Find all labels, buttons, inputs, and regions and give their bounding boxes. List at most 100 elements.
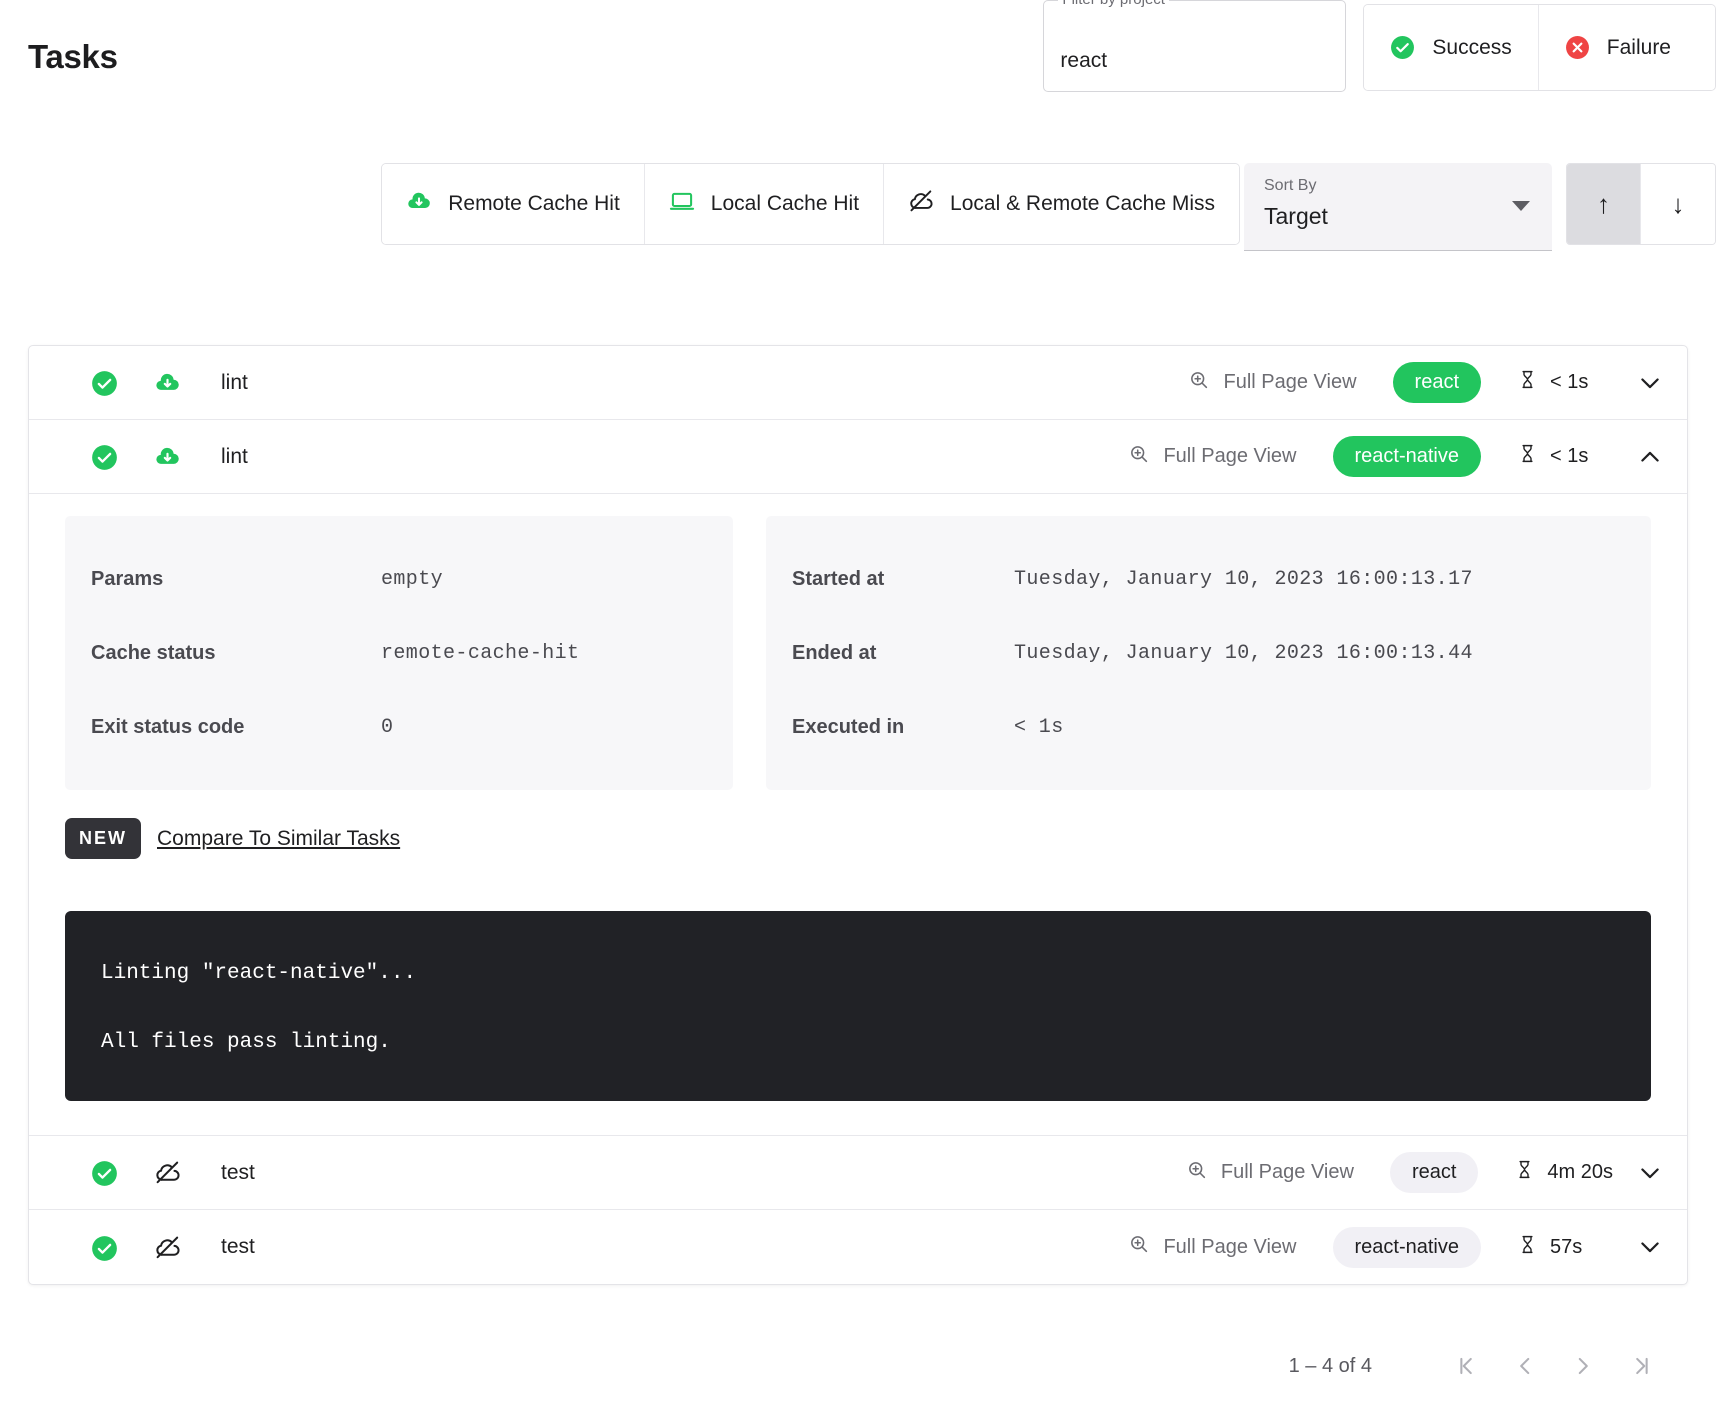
success-filter-label: Success — [1432, 35, 1512, 59]
local-remote-cache-miss-button[interactable]: Local & Remote Cache Miss — [884, 164, 1239, 244]
task-duration: 57s — [1517, 1234, 1613, 1261]
filter-by-project-label: Filter by project — [1058, 0, 1169, 8]
filter-by-project-input[interactable] — [1060, 49, 1321, 73]
task-duration: < 1s — [1517, 443, 1613, 470]
check-circle-icon — [91, 1160, 117, 1186]
row-actions: Full Page View react 4m 20s — [1186, 1152, 1687, 1193]
full-page-view-link[interactable]: Full Page View — [1186, 1159, 1354, 1187]
detail-row-exit-status-code: Exit status code 0 — [91, 690, 707, 764]
page-title: Tasks — [28, 38, 118, 75]
chevron-down-icon[interactable] — [1512, 201, 1530, 211]
full-page-view-link[interactable]: Full Page View — [1128, 443, 1297, 471]
task-terminal-output: Linting "react-native"... All files pass… — [65, 911, 1651, 1101]
tasks-list-card: lint Full Page View react < 1s — [28, 345, 1688, 1285]
check-circle-icon — [91, 370, 117, 396]
header-controls: Filter by project Success Failure — [1043, 0, 1716, 92]
table-row[interactable]: lint Full Page View react-native < 1s — [29, 420, 1687, 494]
sort-by-select[interactable]: Sort By Target — [1244, 163, 1552, 251]
check-circle-icon — [91, 444, 117, 470]
laptop-icon — [669, 188, 695, 220]
previous-page-button[interactable] — [1496, 1337, 1554, 1395]
sort-descending-button[interactable]: ↓ — [1641, 164, 1715, 244]
task-name: test — [221, 1160, 255, 1184]
collapse-row-chevron-up-icon[interactable] — [1613, 443, 1687, 471]
cloud-off-icon — [908, 188, 934, 220]
paginator-range-label: 1 – 4 of 4 — [1288, 1354, 1372, 1377]
project-chip[interactable]: react-native — [1332, 436, 1481, 477]
last-page-button[interactable] — [1612, 1337, 1670, 1395]
detail-row-params: Params empty — [91, 542, 707, 616]
params-value: empty — [381, 567, 444, 591]
task-name: test — [221, 1235, 255, 1258]
ended-at-label: Ended at — [792, 641, 877, 664]
full-page-view-label: Full Page View — [1163, 1235, 1297, 1258]
task-details-left: Params empty Cache status remote-cache-h… — [65, 516, 733, 790]
full-page-view-link[interactable]: Full Page View — [1188, 369, 1357, 397]
sort-ascending-button[interactable]: ↑ — [1567, 164, 1641, 244]
sort-direction-group: ↑ ↓ — [1566, 163, 1716, 245]
cache-filter-group: Remote Cache Hit Local Cache Hit Local &… — [381, 163, 1240, 245]
row-actions: Full Page View react-native 57s — [1128, 1226, 1687, 1268]
failure-filter-button[interactable]: Failure — [1538, 5, 1715, 90]
task-duration: < 1s — [1517, 369, 1613, 396]
cloud-download-icon — [154, 443, 181, 470]
expand-row-chevron-down-icon[interactable] — [1613, 1159, 1687, 1187]
project-chip[interactable]: react-native — [1332, 1226, 1481, 1268]
terminal-line: All files pass linting. — [101, 1031, 391, 1054]
cache-status-value: remote-cache-hit — [381, 641, 580, 665]
remote-cache-hit-button[interactable]: Remote Cache Hit — [382, 164, 645, 244]
filter-by-project-field[interactable]: Filter by project — [1043, 0, 1347, 92]
first-page-button[interactable] — [1438, 1337, 1496, 1395]
expand-row-chevron-down-icon[interactable] — [1613, 1233, 1687, 1261]
row-actions: Full Page View react < 1s — [1188, 362, 1687, 403]
check-circle-icon — [1390, 35, 1415, 60]
compare-to-similar-tasks-link[interactable]: Compare To Similar Tasks — [157, 826, 401, 850]
exit-status-code-label: Exit status code — [91, 715, 245, 738]
next-page-button[interactable] — [1554, 1337, 1612, 1395]
hourglass-icon — [1514, 1159, 1535, 1186]
executed-in-label: Executed in — [792, 715, 905, 738]
executed-in-value: < 1s — [1014, 715, 1064, 739]
success-filter-button[interactable]: Success — [1364, 5, 1539, 90]
table-row[interactable]: lint Full Page View react < 1s — [29, 346, 1687, 420]
task-duration-label: 4m 20s — [1547, 1161, 1613, 1183]
tasks-toolbar: Remote Cache Hit Local Cache Hit Local &… — [0, 163, 1716, 251]
zoom-in-icon — [1128, 1233, 1150, 1261]
local-cache-hit-button[interactable]: Local Cache Hit — [644, 164, 885, 244]
table-row[interactable]: test Full Page View react 4m 20s — [29, 1136, 1687, 1210]
cloud-download-icon — [154, 369, 181, 396]
local-remote-cache-miss-label: Local & Remote Cache Miss — [950, 192, 1215, 215]
full-page-view-link[interactable]: Full Page View — [1128, 1233, 1297, 1261]
check-circle-icon — [91, 1235, 117, 1261]
status-filter-group: Success Failure — [1363, 4, 1716, 91]
failure-filter-label: Failure — [1606, 35, 1671, 59]
ended-at-value: Tuesday, January 10, 2023 16:00:13.44 — [1014, 641, 1473, 665]
sort-by-label: Sort By — [1264, 177, 1317, 194]
zoom-in-icon — [1128, 443, 1150, 471]
task-name: lint — [221, 444, 248, 468]
cloud-off-icon — [154, 1234, 181, 1261]
task-name: lint — [221, 370, 248, 394]
cloud-off-icon — [154, 1159, 181, 1186]
new-badge: NEW — [65, 818, 141, 859]
params-label: Params — [91, 567, 164, 590]
full-page-view-label: Full Page View — [1163, 445, 1297, 467]
task-duration-label: < 1s — [1550, 371, 1589, 393]
hourglass-icon — [1517, 443, 1538, 470]
project-chip[interactable]: react — [1389, 1152, 1479, 1193]
task-details-grid: Params empty Cache status remote-cache-h… — [65, 516, 1651, 790]
expand-row-chevron-down-icon[interactable] — [1613, 369, 1687, 397]
cloud-download-icon — [406, 188, 432, 220]
zoom-in-icon — [1188, 369, 1210, 397]
terminal-line: Linting "react-native"... — [101, 962, 417, 985]
exit-status-code-value: 0 — [381, 715, 394, 739]
task-duration-label: < 1s — [1550, 445, 1589, 467]
page-header: Tasks Filter by project Success Failure — [0, 0, 1716, 108]
table-row[interactable]: test Full Page View react-native 57s — [29, 1210, 1687, 1284]
project-chip[interactable]: react — [1392, 362, 1481, 403]
full-page-view-label: Full Page View — [1223, 371, 1357, 393]
full-page-view-label: Full Page View — [1220, 1161, 1354, 1183]
detail-row-started-at: Started at Tuesday, January 10, 2023 16:… — [792, 542, 1625, 616]
hourglass-icon — [1517, 369, 1538, 396]
task-duration: 4m 20s — [1514, 1159, 1613, 1186]
